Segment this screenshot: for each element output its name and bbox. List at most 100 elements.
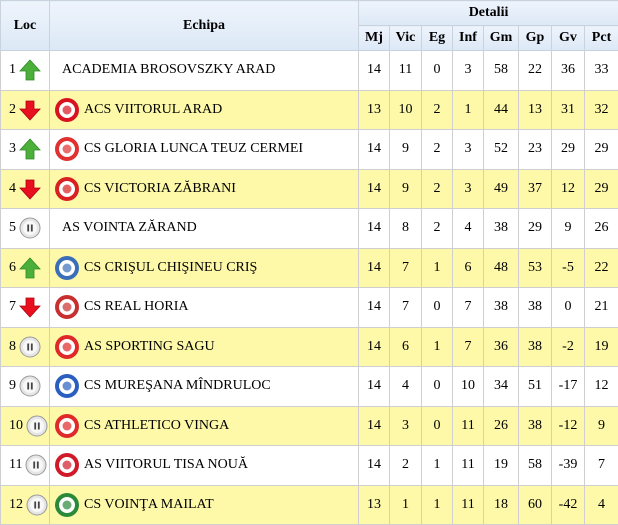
- stat-eg: 2: [421, 208, 453, 249]
- team-cell: CS ATHLETICO VINGA: [49, 405, 359, 446]
- team-name[interactable]: CS GLORIA LUNCA TEUZ CERMEI: [84, 141, 304, 157]
- position: 7: [9, 299, 16, 315]
- stat-eg: 0: [421, 50, 453, 91]
- stat-gp: 23: [518, 129, 552, 170]
- position-cell: 2: [0, 89, 50, 130]
- stat-eg: 0: [421, 287, 453, 328]
- team-name[interactable]: CS REAL HORIA: [84, 299, 189, 315]
- stat-inf: 3: [452, 129, 484, 170]
- position: 10: [9, 417, 23, 433]
- trend-up-icon: [19, 138, 41, 160]
- stat-vic: 7: [389, 247, 422, 288]
- team-name[interactable]: ACS VIITORUL ARAD: [84, 101, 223, 117]
- header-gp: Gp: [518, 25, 552, 51]
- table-row: 2 ACS VIITORUL ARAD 13 10 2 1 44 13 31 32: [0, 89, 618, 130]
- stat-eg: 1: [421, 445, 453, 486]
- stat-gv: 9: [551, 208, 585, 249]
- stat-mj: 14: [358, 247, 390, 288]
- stat-vic: 1: [389, 484, 422, 525]
- position: 9: [9, 378, 16, 394]
- stat-vic: 7: [389, 287, 422, 328]
- stat-mj: 14: [358, 366, 390, 407]
- stat-gv: -42: [551, 484, 585, 525]
- team-cell: ACADEMIA BROSOVSZKY ARAD: [49, 50, 359, 91]
- trend-same-icon: [19, 217, 41, 239]
- stat-gm: 49: [483, 168, 519, 209]
- team-cell: AS VIITORUL TISA NOUĂ: [49, 445, 359, 486]
- team-name[interactable]: CS VOINŢA MAILAT: [84, 496, 214, 512]
- team-logo-icon: [54, 294, 80, 320]
- stat-mj: 14: [358, 326, 390, 367]
- table-row: 11 AS VIITORUL TISA NOUĂ 14 2 1 11 19 58 -39 7: [0, 445, 618, 486]
- trend-down-icon: [19, 99, 41, 121]
- team-name[interactable]: AS VIITORUL TISA NOUĂ: [84, 457, 248, 473]
- stat-inf: 10: [452, 366, 484, 407]
- team-logo-icon: [54, 97, 80, 123]
- table-row: 6 CS CRIŞUL CHIŞINEU CRIŞ 14 7 1 6 48 53 -5 22: [0, 247, 618, 288]
- header-pct: Pct: [583, 25, 618, 51]
- team-name[interactable]: AS SPORTING SAGU: [84, 338, 215, 354]
- stat-mj: 14: [358, 405, 390, 446]
- stat-eg: 1: [421, 247, 453, 288]
- team-cell: CS VOINŢA MAILAT: [49, 484, 359, 525]
- stat-pct: 4: [583, 484, 618, 525]
- stat-gm: 58: [483, 50, 519, 91]
- table-row: 4 CS VICTORIA ZĂBRANI 14 9 2 3 49 37 12 29: [0, 168, 618, 209]
- team-logo-icon: [54, 176, 80, 202]
- header-details: Detalii: [357, 0, 618, 26]
- team-logo-icon: [54, 373, 80, 399]
- stat-inf: 6: [452, 247, 484, 288]
- stat-gm: 38: [483, 287, 519, 328]
- position-cell: 12: [0, 484, 50, 525]
- stat-pct: 29: [583, 168, 618, 209]
- stat-gm: 34: [483, 366, 519, 407]
- position-cell: 5: [0, 208, 50, 249]
- team-name[interactable]: AS VOINTA ZĂRAND: [62, 220, 197, 236]
- stat-pct: 22: [583, 247, 618, 288]
- stat-vic: 9: [389, 168, 422, 209]
- team-cell: AS SPORTING SAGU: [49, 326, 359, 367]
- team-name[interactable]: ACADEMIA BROSOVSZKY ARAD: [62, 62, 276, 78]
- table-row: 1 ACADEMIA BROSOVSZKY ARAD 14 11 0 3 58 22 36 33: [0, 50, 618, 91]
- header-eg: Eg: [421, 25, 453, 51]
- stat-mj: 14: [358, 168, 390, 209]
- stat-gp: 51: [518, 366, 552, 407]
- stat-gv: -5: [551, 247, 585, 288]
- team-logo-icon: [54, 452, 80, 478]
- stat-gv: -39: [551, 445, 585, 486]
- table-row: 12 CS VOINŢA MAILAT 13 1 1 11 18 60 -42 4: [0, 484, 618, 525]
- team-name[interactable]: CS MUREŞANA MÎNDRULOC: [84, 378, 271, 394]
- position: 3: [9, 141, 16, 157]
- stat-gp: 38: [518, 326, 552, 367]
- trend-same-icon: [19, 375, 41, 397]
- stat-pct: 7: [583, 445, 618, 486]
- team-name[interactable]: CS CRIŞUL CHIŞINEU CRIŞ: [84, 259, 258, 275]
- stat-mj: 13: [358, 484, 390, 525]
- team-logo-icon: [54, 334, 80, 360]
- stat-gm: 52: [483, 129, 519, 170]
- position: 12: [9, 496, 23, 512]
- stat-gp: 38: [518, 287, 552, 328]
- team-name[interactable]: CS VICTORIA ZĂBRANI: [84, 180, 236, 196]
- trend-same-icon: [19, 336, 41, 358]
- header-gv: Gv: [551, 25, 585, 51]
- stat-gv: -2: [551, 326, 585, 367]
- stat-eg: 2: [421, 168, 453, 209]
- stat-gm: 38: [483, 208, 519, 249]
- position-cell: 8: [0, 326, 50, 367]
- team-name[interactable]: CS ATHLETICO VINGA: [84, 417, 230, 433]
- table-row: 10 CS ATHLETICO VINGA 14 3 0 11 26 38 -12 9: [0, 405, 618, 446]
- position: 4: [9, 180, 16, 196]
- stat-gv: -17: [551, 366, 585, 407]
- team-cell: CS CRIŞUL CHIŞINEU CRIŞ: [49, 247, 359, 288]
- header-gm: Gm: [483, 25, 519, 51]
- position: 5: [9, 220, 16, 236]
- position-cell: 9: [0, 366, 50, 407]
- position: 1: [9, 62, 16, 78]
- position-cell: 7: [0, 287, 50, 328]
- stat-gm: 19: [483, 445, 519, 486]
- stat-gm: 44: [483, 89, 519, 130]
- stat-inf: 11: [452, 405, 484, 446]
- stat-gv: 36: [551, 50, 585, 91]
- stat-gv: 0: [551, 287, 585, 328]
